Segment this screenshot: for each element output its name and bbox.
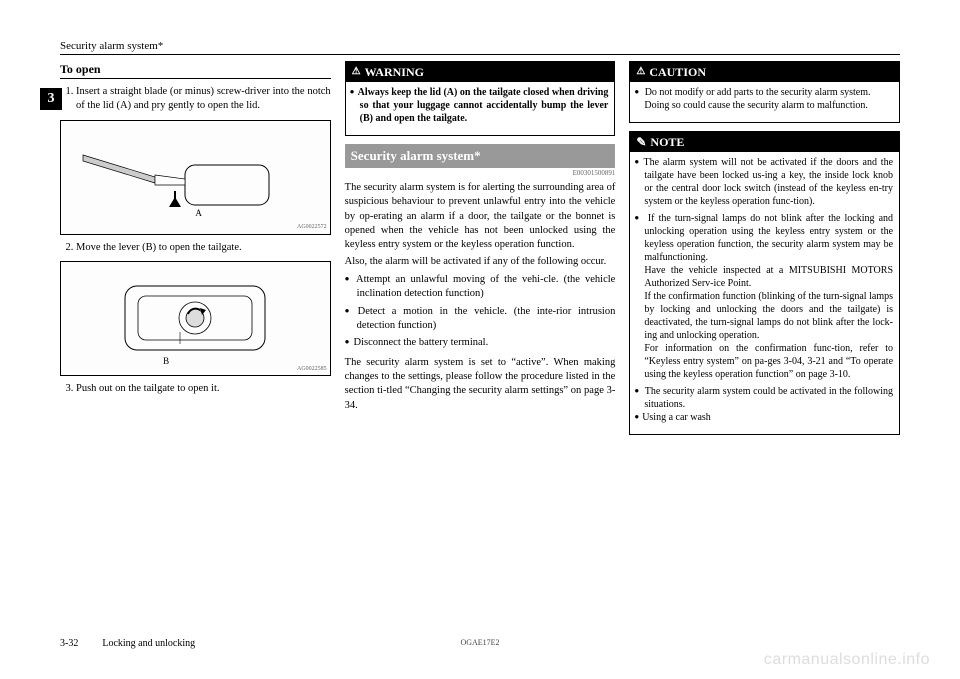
content-columns: To open Insert a straight blade (or minu… bbox=[60, 61, 900, 601]
figure-lid: A AG0022572 bbox=[60, 120, 331, 235]
latch-icon bbox=[120, 278, 270, 358]
note-2c: If the confirmation function (blinking o… bbox=[644, 291, 893, 341]
note-3a: The security alarm system could be activ… bbox=[644, 386, 893, 410]
note-item-2: If the turn-signal lamps do not blink af… bbox=[644, 212, 893, 381]
figure-code-2: AG0022585 bbox=[297, 365, 327, 373]
column-1: To open Insert a straight blade (or minu… bbox=[60, 61, 331, 601]
para-1: The security alarm system is for alertin… bbox=[345, 181, 616, 252]
caution-icon: ⚠ bbox=[636, 65, 645, 79]
warning-icon: ⚠ bbox=[352, 65, 361, 79]
note-body: The alarm system will not be activated i… bbox=[630, 152, 899, 434]
caution-text-2: Doing so could cause the security alarm … bbox=[644, 100, 868, 111]
section-title: Security alarm system* bbox=[345, 144, 616, 168]
caution-head: ⚠ CAUTION bbox=[630, 62, 899, 82]
caution-item: Do not modify or add parts to the securi… bbox=[644, 86, 893, 112]
caution-text-1: Do not modify or add parts to the securi… bbox=[645, 87, 871, 98]
watermark: carmanualsonline.info bbox=[764, 651, 930, 669]
step-3: Push out on the tailgate to open it. bbox=[76, 382, 331, 396]
note-title: NOTE bbox=[650, 134, 684, 150]
note-box: ✎ NOTE The alarm system will not be acti… bbox=[629, 131, 900, 435]
note-sub-1: Using a car wash bbox=[644, 411, 893, 424]
note-2b: Have the vehicle inspected at a MITSUBIS… bbox=[644, 265, 893, 289]
to-open-heading: To open bbox=[60, 61, 331, 79]
bullet-2: Detect a motion in the vehicle. (the int… bbox=[357, 305, 616, 333]
warning-head: ⚠ WARNING bbox=[346, 62, 615, 82]
figure-code-1: AG0022572 bbox=[297, 223, 327, 231]
page-footer: 3-32 Locking and unlocking OGAE17E2 bbox=[60, 638, 900, 649]
para-3: The security alarm system is set to “act… bbox=[345, 356, 616, 413]
warning-body: Always keep the lid (A) on the tailgate … bbox=[346, 82, 615, 135]
figure-lever: B AG0022585 bbox=[60, 261, 331, 376]
bullet-3: Disconnect the battery terminal. bbox=[357, 336, 616, 350]
note-icon: ✎ bbox=[636, 134, 646, 150]
footer-code: OGAE17E2 bbox=[460, 638, 499, 647]
step-list-3: Push out on the tailgate to open it. bbox=[60, 382, 331, 396]
column-3: ⚠ CAUTION Do not modify or add parts to … bbox=[629, 61, 900, 601]
page-header: Security alarm system* bbox=[60, 40, 900, 55]
figure-label-a: A bbox=[195, 207, 202, 219]
warning-title: WARNING bbox=[365, 64, 424, 80]
column-2: ⚠ WARNING Always keep the lid (A) on the… bbox=[345, 61, 616, 601]
note-item-3: The security alarm system could be activ… bbox=[644, 385, 893, 424]
step-2: Move the lever (B) to open the tailgate. bbox=[76, 241, 331, 255]
warning-text: Always keep the lid (A) on the tailgate … bbox=[360, 86, 609, 125]
page-number: 3-32 bbox=[60, 638, 78, 649]
note-sublist: Using a car wash bbox=[644, 411, 893, 424]
note-2a: If the turn-signal lamps do not blink af… bbox=[644, 213, 893, 263]
section-code: E00301500891 bbox=[345, 169, 616, 178]
step-list: Insert a straight blade (or minus) screw… bbox=[60, 85, 331, 113]
step-1: Insert a straight blade (or minus) screw… bbox=[76, 85, 331, 113]
caution-body: Do not modify or add parts to the securi… bbox=[630, 82, 899, 122]
bullet-1: Attempt an unlawful moving of the vehi-c… bbox=[357, 273, 616, 301]
footer-section: Locking and unlocking bbox=[102, 638, 195, 649]
step-list-2: Move the lever (B) to open the tailgate. bbox=[60, 241, 331, 255]
caution-box: ⚠ CAUTION Do not modify or add parts to … bbox=[629, 61, 900, 123]
warning-box: ⚠ WARNING Always keep the lid (A) on the… bbox=[345, 61, 616, 136]
figure-label-b: B bbox=[163, 355, 169, 367]
note-head: ✎ NOTE bbox=[630, 132, 899, 152]
caution-title: CAUTION bbox=[649, 64, 706, 80]
note-item-1: The alarm system will not be activated i… bbox=[644, 156, 893, 208]
alarm-trigger-list: Attempt an unlawful moving of the vehi-c… bbox=[345, 273, 616, 350]
note-2d: For information on the confirmation func… bbox=[644, 343, 893, 380]
para-2: Also, the alarm will be activated if any… bbox=[345, 255, 616, 269]
screwdriver-icon bbox=[75, 147, 285, 217]
chapter-tab: 3 bbox=[40, 88, 62, 110]
